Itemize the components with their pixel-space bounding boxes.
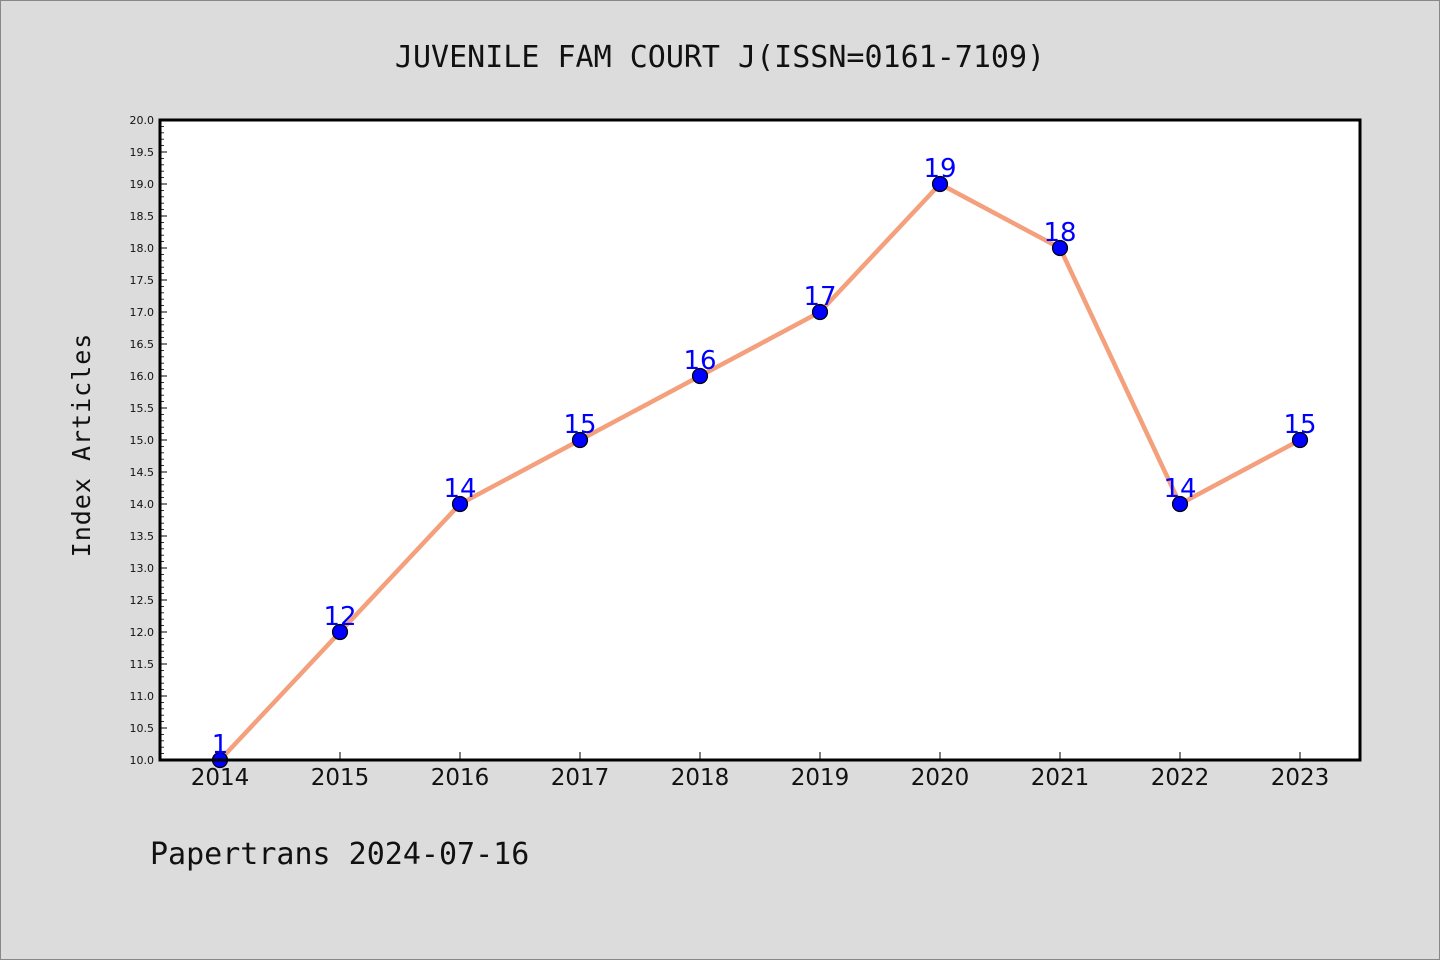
- x-tick-label: 2020: [911, 765, 970, 791]
- y-tick-label: 16.5: [130, 338, 155, 351]
- x-tick-label: 2014: [191, 765, 250, 791]
- plot-frame: [158, 118, 1362, 762]
- data-point: [571, 431, 589, 449]
- data-label: 19: [923, 154, 956, 184]
- y-tick-label: 17.5: [130, 274, 155, 287]
- y-tick-label: 20.0: [130, 114, 155, 127]
- y-tick-label: 10.5: [130, 722, 155, 735]
- x-tick-label: 2023: [1271, 765, 1330, 791]
- y-tick-label: 11.0: [130, 690, 155, 703]
- x-tick-label: 2021: [1031, 765, 1090, 791]
- data-label: 17: [803, 282, 836, 312]
- x-tick-label: 2019: [791, 765, 850, 791]
- y-axis-label: Index Articles: [67, 333, 96, 558]
- y-tick-label: 15.5: [130, 402, 155, 415]
- y-tick-label: 11.5: [130, 658, 155, 671]
- footer-text: Papertrans 2024-07-16: [150, 837, 529, 872]
- y-tick-label: 15.0: [130, 434, 155, 447]
- data-label: 16: [683, 346, 716, 376]
- data-label: 12: [323, 602, 356, 632]
- x-axis: 2014 2015 2016 2017 2018 2019 2020 2021 2022 2023: [191, 752, 1330, 791]
- data-point: [691, 367, 709, 385]
- y-tick-label: 16.0: [130, 370, 155, 383]
- y-tick-label: 12.0: [130, 626, 155, 639]
- data-label: 1: [212, 730, 229, 760]
- chart-title: JUVENILE FAM COURT J(ISSN=0161-7109): [395, 40, 1045, 75]
- y-tick-label: 13.0: [130, 562, 155, 575]
- data-labels: 1 12 14 15 16 17 19 18 14 15: [212, 154, 1317, 760]
- y-tick-label: 14.0: [130, 498, 155, 511]
- y-tick-label: 12.5: [130, 594, 155, 607]
- data-label: 14: [443, 474, 476, 504]
- data-point: [1051, 239, 1069, 257]
- y-tick-label: 18.5: [130, 210, 155, 223]
- y-tick-label: 18.0: [130, 242, 155, 255]
- x-tick-label: 2016: [431, 765, 490, 791]
- data-point: [451, 495, 469, 513]
- data-point: [331, 623, 349, 641]
- data-label: 18: [1043, 218, 1076, 248]
- x-tick-label: 2022: [1151, 765, 1210, 791]
- y-tick-label: 14.5: [130, 466, 155, 479]
- data-label: 15: [563, 410, 596, 440]
- data-point: [931, 175, 949, 193]
- data-label: 14: [1163, 474, 1196, 504]
- data-point: [1171, 495, 1189, 513]
- series-line: [218, 181, 1302, 762]
- data-point: [811, 303, 829, 321]
- y-tick-label: 17.0: [130, 306, 155, 319]
- plot-area: [160, 120, 1360, 760]
- x-tick-label: 2017: [551, 765, 610, 791]
- y-tick-label: 10.0: [130, 754, 155, 767]
- series-line-group: [218, 181, 1302, 762]
- data-point: [1291, 431, 1309, 449]
- y-tick-label: 19.5: [130, 146, 155, 159]
- x-tick-label: 2018: [671, 765, 730, 791]
- y-tick-label: 19.0: [130, 178, 155, 191]
- data-label: 15: [1283, 410, 1316, 440]
- x-tick-label: 2015: [311, 765, 370, 791]
- y-tick-label: 13.5: [130, 530, 155, 543]
